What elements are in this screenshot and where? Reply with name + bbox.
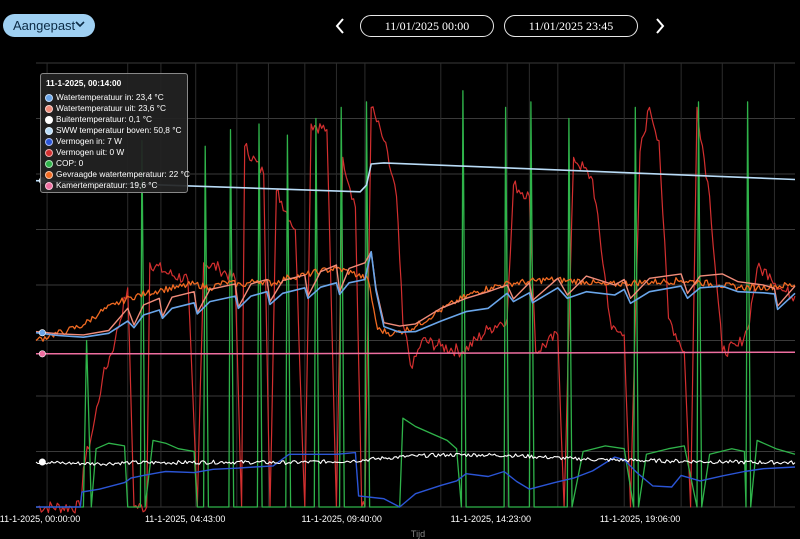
tooltip-row-label: Vermogen uit: 0 W <box>56 147 125 157</box>
legend-swatch <box>45 137 53 146</box>
legend-swatch <box>45 148 53 157</box>
tooltip-row: SWW temperatuur boven: 50,8 °C <box>45 125 183 136</box>
chevron-down-icon <box>75 21 85 28</box>
chevron-left-icon <box>335 18 344 34</box>
x-tick-label: 11-1-2025, 14:23:00 <box>450 514 532 524</box>
series-line-kamertemperatuur <box>36 351 796 355</box>
start-date-field[interactable]: 11/01/2025 00:00 <box>360 15 494 37</box>
tooltip-row-label: Watertemperatuur uit: 23,6 °C <box>56 103 166 113</box>
period-preset-dropdown[interactable]: Aangepast <box>3 14 95 37</box>
series-line-watertemperatuur-in <box>35 250 796 338</box>
chart-tooltip: 11-1-2025, 00:14:00 Watertemperatuur in:… <box>40 73 190 193</box>
series-line-sww-temperatuur-boven <box>35 162 796 193</box>
legend-swatch <box>45 126 53 135</box>
period-preset-label: Aangepast <box>13 18 76 33</box>
hover-marker <box>38 329 46 337</box>
legend-swatch <box>45 181 53 190</box>
tooltip-row-label: Vermogen in: 7 W <box>56 136 122 146</box>
legend-swatch <box>45 159 53 168</box>
tooltip-row-label: Gevraagde watertemperatuur: 22 °C <box>56 169 190 179</box>
tooltip-row-label: SWW temperatuur boven: 50,8 °C <box>56 125 182 135</box>
legend-swatch <box>45 93 53 102</box>
series-line-vermogen-uit <box>35 106 796 514</box>
legend-swatch <box>45 170 53 179</box>
hover-marker <box>38 350 46 358</box>
tooltip-row: Watertemperatuur in: 23,4 °C <box>45 92 183 103</box>
x-tick-label: 11-1-2025, 00:00:00 <box>0 514 81 524</box>
x-tick-label: 11-1-2025, 04:43:00 <box>144 514 226 524</box>
series-line-vermogen-in <box>36 451 796 508</box>
tooltip-row: Watertemperatuur uit: 23,6 °C <box>45 103 183 114</box>
toolbar: Aangepast 11/01/2025 00:00 11/01/2025 23… <box>0 0 800 50</box>
tooltip-row: COP: 0 <box>45 158 183 169</box>
series-line-buitentemperatuur <box>35 452 796 466</box>
tooltip-row: Kamertemperatuur: 19,6 °C <box>45 180 183 191</box>
x-tick-label: 11-1-2025, 09:40:00 <box>301 514 382 524</box>
legend-swatch <box>45 115 53 124</box>
tooltip-row: Vermogen uit: 0 W <box>45 147 183 158</box>
previous-period-button[interactable] <box>333 16 347 36</box>
x-axis-label: Tijd <box>410 529 426 539</box>
tooltip-title: 11-1-2025, 00:14:00 <box>46 78 122 88</box>
x-tick-label: 11-1-2025, 19:06:00 <box>599 514 681 524</box>
tooltip-row-label: Kamertemperatuur: 19,6 °C <box>56 180 158 190</box>
tooltip-row: Gevraagde watertemperatuur: 22 °C <box>45 169 190 180</box>
series-line-cop <box>36 90 796 508</box>
hover-marker <box>38 458 46 466</box>
tooltip-row-label: COP: 0 <box>56 158 84 168</box>
chevron-right-icon <box>656 18 665 34</box>
tooltip-row-label: Watertemperatuur in: 23,4 °C <box>56 92 164 102</box>
next-period-button[interactable] <box>653 16 667 36</box>
tooltip-row-label: Buitentemperatuur: 0,1 °C <box>56 114 153 124</box>
tooltip-row: Buitentemperatuur: 0,1 °C <box>45 114 183 125</box>
end-date-field[interactable]: 11/01/2025 23:45 <box>504 15 638 37</box>
legend-swatch <box>45 104 53 113</box>
tooltip-row: Vermogen in: 7 W <box>45 136 183 147</box>
